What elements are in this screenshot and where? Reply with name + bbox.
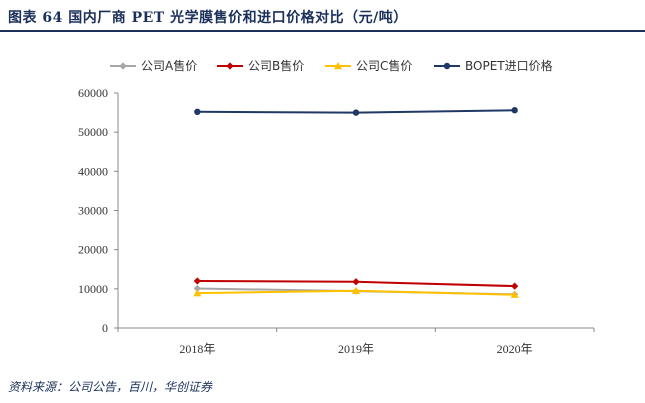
legend-marker (334, 62, 342, 70)
y-tick-label: 60000 (78, 86, 108, 100)
title-rule (0, 30, 645, 32)
legend-item: 公司C售价 (325, 58, 412, 73)
source-note: 资料来源：公司公告，百川，华创证券 (8, 380, 213, 394)
data-point (511, 282, 519, 290)
data-point (193, 289, 202, 297)
legend-marker (443, 62, 451, 70)
data-point (193, 277, 201, 285)
data-point (511, 107, 518, 114)
data-point (510, 290, 519, 298)
legend-label: 公司C售价 (356, 58, 412, 73)
legend-item: BOPET进口价格 (434, 58, 553, 73)
x-tick-label: 2018年 (179, 342, 215, 356)
x-tick-label: 2020年 (497, 342, 533, 356)
legend-label: 公司B售价 (248, 58, 304, 73)
chart-legend: 公司A售价 公司B售价 公司C售价 BOPET进口价格 (110, 58, 553, 73)
chart-axes: 0 10000 20000 30000 40000 50000 60000 2018年 2019… (78, 86, 595, 356)
x-tick-label: 2019年 (338, 342, 374, 356)
chart-series (193, 107, 519, 298)
figure-title: 图表 64 国内厂商 PET 光学膜售价和进口价格对比（元/吨） (8, 10, 408, 26)
y-tick-label: 30000 (78, 204, 108, 218)
legend-item: 公司B售价 (217, 58, 304, 73)
y-tick-label: 20000 (78, 243, 108, 257)
y-tick-label: 0 (102, 321, 108, 335)
data-point (193, 284, 201, 293)
legend-label: 公司A售价 (141, 58, 197, 73)
legend-label: BOPET进口价格 (465, 58, 553, 73)
legend-marker (226, 62, 234, 70)
data-point (352, 109, 360, 116)
y-tick-label: 40000 (78, 164, 108, 178)
y-tick-label: 50000 (78, 125, 108, 139)
y-tick-label: 10000 (78, 282, 108, 296)
legend-marker (119, 62, 127, 70)
legend-item: 公司A售价 (110, 58, 197, 73)
data-point (352, 286, 360, 294)
data-point (352, 278, 360, 286)
data-point (194, 108, 201, 116)
